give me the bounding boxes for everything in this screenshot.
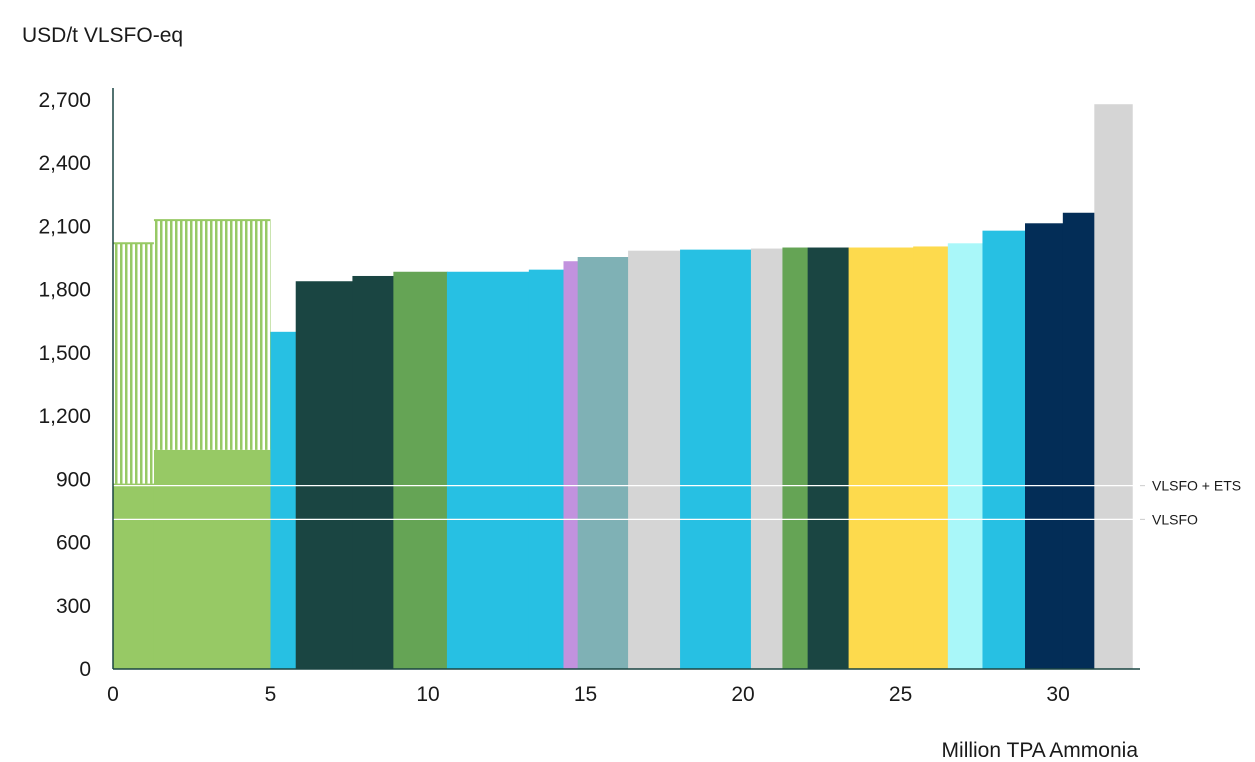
bars-group [113, 104, 1133, 670]
cost-bar-2 [270, 331, 297, 669]
cost-bar-5 [393, 271, 448, 669]
cost-bar-11 [680, 249, 752, 669]
cost-bar-7 [528, 269, 565, 669]
y-axis-label: USD/t VLSFO-eq [22, 24, 183, 47]
reference-line-label-1: VLSFO [1152, 511, 1198, 527]
cost-bar-10 [628, 250, 681, 669]
cost-bar-15 [848, 247, 914, 669]
reference-lines-group: VLSFO + ETS VLSFO [113, 478, 1241, 527]
cost-bar-20 [1062, 212, 1095, 669]
cost-bar-9 [577, 257, 629, 669]
cost-bar-17 [947, 243, 984, 670]
cost-bar-18 [982, 230, 1026, 669]
y-tick-label: 300 [56, 595, 91, 618]
cost-bar-12 [750, 248, 784, 669]
reference-line-label-0: VLSFO + ETS [1152, 478, 1241, 494]
cost-bar-21 [1094, 104, 1133, 669]
cost-bar-8 [563, 261, 579, 669]
cost-bar-19 [1025, 223, 1064, 669]
x-tick-label: 10 [416, 683, 439, 706]
x-tick-label: 5 [265, 683, 277, 706]
x-tick-label: 25 [889, 683, 912, 706]
hatched-bars-group [113, 219, 271, 484]
x-tick-label: 0 [107, 683, 119, 706]
cost-bar-6 [446, 271, 530, 669]
cost-bar-0 [113, 483, 155, 669]
y-tick-label: 1,500 [38, 342, 91, 365]
y-tick-label: 1,800 [38, 279, 91, 302]
cost-bar-1 [153, 449, 272, 669]
x-tick-label: 15 [574, 683, 597, 706]
y-tick-label: 0 [79, 658, 91, 681]
y-tick-label: 2,100 [38, 215, 91, 238]
x-tick-label: 30 [1046, 683, 1069, 706]
y-tick-label: 2,400 [38, 152, 91, 175]
cost-bar-4 [352, 275, 394, 669]
axes-group [112, 88, 1140, 670]
y-tick-label: 2,700 [38, 89, 91, 112]
y-tick-labels: 0 300 600 900 1,200 1,500 1,800 2,100 2,400 2,700 [38, 89, 91, 681]
y-tick-label: 900 [56, 468, 91, 491]
x-tick-labels: 0 5 10 15 20 25 30 [107, 683, 1070, 706]
cost-bar-3 [295, 281, 354, 669]
y-tick-label: 600 [56, 532, 91, 555]
cost-bar-14 [807, 247, 850, 669]
x-axis-label: Million TPA Ammonia [942, 739, 1139, 762]
hatched-bar-0 [113, 243, 154, 484]
cost-bar-16 [913, 246, 949, 669]
x-tick-label: 20 [731, 683, 754, 706]
y-tick-label: 1,200 [38, 405, 91, 428]
cost-bar-13 [782, 247, 809, 669]
hatched-bar-1 [153, 220, 271, 450]
